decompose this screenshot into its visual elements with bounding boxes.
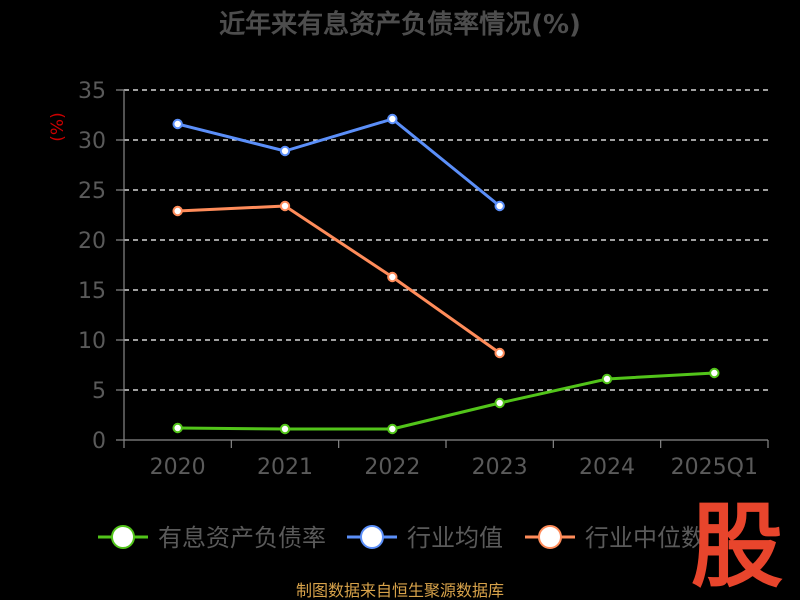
data-point bbox=[172, 205, 183, 217]
data-point bbox=[494, 200, 505, 212]
data-point bbox=[387, 423, 398, 435]
data-point bbox=[387, 271, 398, 283]
x-tick-label: 2022 bbox=[364, 455, 420, 480]
data-point bbox=[279, 145, 291, 157]
y-tick-label: 20 bbox=[78, 229, 106, 254]
legend-label: 行业均值 bbox=[407, 524, 503, 552]
series-line-2 bbox=[177, 204, 501, 355]
watermark-glyph: 股 bbox=[691, 493, 783, 600]
data-point bbox=[494, 397, 505, 409]
data-point bbox=[387, 113, 398, 125]
x-tick-label: 2020 bbox=[150, 455, 206, 480]
axes bbox=[116, 89, 769, 448]
data-point bbox=[172, 118, 183, 130]
series-line-1 bbox=[177, 117, 501, 208]
data-point bbox=[172, 422, 183, 434]
x-tick-label: 2025Q1 bbox=[671, 455, 758, 480]
data-point bbox=[279, 200, 291, 212]
y-tick-label: 10 bbox=[78, 329, 106, 354]
x-tick-label: 2023 bbox=[472, 455, 528, 480]
data-point bbox=[279, 423, 291, 435]
x-tick-label: 2024 bbox=[579, 455, 635, 480]
series-lines bbox=[172, 113, 720, 435]
x-tick-label: 2021 bbox=[257, 455, 313, 480]
tick-labels: 0 5 10 15 20 25 30 35 2020 2021 2022 2023 2024 2025Q1 bbox=[78, 79, 758, 480]
source-text: 制图数据来自恒生聚源数据库 bbox=[296, 581, 504, 600]
data-point bbox=[709, 367, 720, 379]
legend-marker bbox=[111, 525, 135, 549]
y-axis-label: (%) bbox=[48, 112, 68, 141]
legend-marker bbox=[360, 525, 384, 549]
legend-label: 行业中位数 bbox=[585, 524, 705, 552]
y-tick-label: 0 bbox=[92, 429, 106, 454]
legend-marker bbox=[538, 525, 562, 549]
y-tick-label: 25 bbox=[78, 179, 106, 204]
y-tick-label: 35 bbox=[78, 79, 106, 104]
series-line-0 bbox=[177, 371, 715, 431]
y-tick-label: 30 bbox=[78, 129, 106, 154]
y-tick-label: 5 bbox=[92, 379, 106, 404]
data-point bbox=[601, 373, 613, 385]
data-point bbox=[494, 347, 505, 359]
chart-title: 近年来有息资产负债率情况(%) bbox=[219, 9, 581, 40]
legend-label: 有息资产负债率 bbox=[158, 524, 326, 552]
legend: 有息资产负债率 行业均值 行业中位数 bbox=[98, 524, 705, 552]
y-tick-label: 15 bbox=[78, 279, 106, 304]
